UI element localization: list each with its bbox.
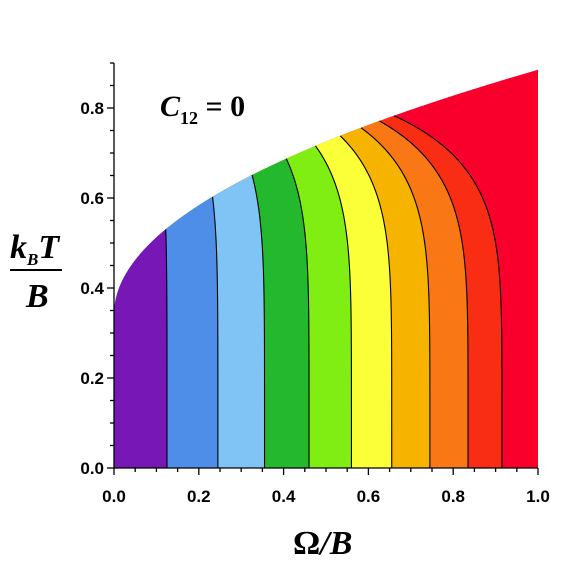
band-0 <box>114 229 167 468</box>
axes <box>107 62 539 475</box>
annotation-c12: C12 = 0 <box>160 90 245 128</box>
x-tick-label: 0.8 <box>441 487 465 506</box>
x-tick-label: 0.6 <box>357 487 381 506</box>
contour-line-3 <box>251 174 266 468</box>
contour-line-9 <box>393 115 503 468</box>
ylabel-T: T <box>38 229 60 266</box>
ylabel-sub: B <box>26 250 38 269</box>
y-tick-label: 0.8 <box>80 99 104 118</box>
contour-line-5 <box>315 145 352 468</box>
x-tick-label: 0.2 <box>187 487 211 506</box>
contour-line-7 <box>360 127 431 468</box>
x-tick-label: 0.4 <box>272 487 296 506</box>
contour-line-6 <box>339 135 393 468</box>
ylabel-denominator: B <box>25 278 49 315</box>
y-tick-label: 0.6 <box>80 189 104 208</box>
x-axis-label: Ω/B <box>293 525 352 562</box>
y-tick-label: 0.2 <box>80 369 104 388</box>
contour-line-1 <box>165 229 168 468</box>
contour-line-8 <box>379 120 469 468</box>
x-tick-label: 1.0 <box>526 487 550 506</box>
contour-line-4 <box>285 158 310 468</box>
contour-line-2 <box>212 196 219 468</box>
ylabel-k: k <box>10 229 27 266</box>
tick-labels: 0.0 0.2 0.4 0.6 0.8 1.0 0.0 0.2 0.4 0.6 0.8 <box>80 99 549 506</box>
y-axis-label: kBT B <box>10 229 62 315</box>
y-tick-label: 0.0 <box>80 459 104 478</box>
svg-text:kBT: kBT <box>10 229 60 269</box>
x-tick-label: 0.0 <box>102 487 126 506</box>
contour-bands <box>114 69 538 469</box>
y-tick-label: 0.4 <box>80 279 104 298</box>
